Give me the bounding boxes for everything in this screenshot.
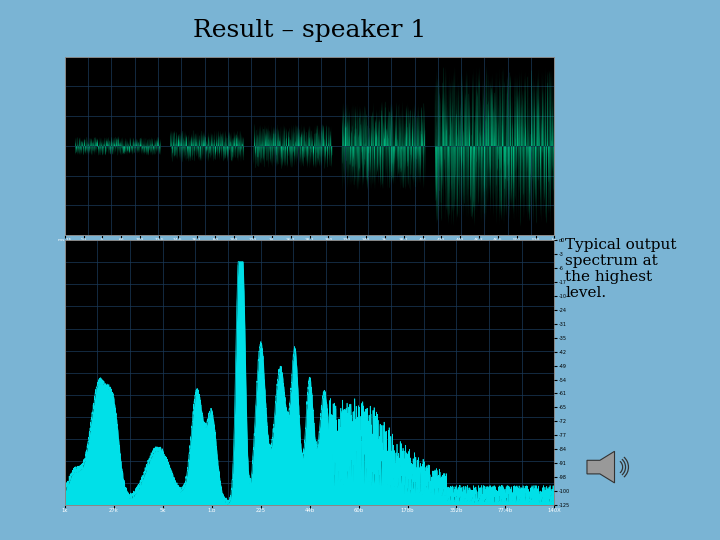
Polygon shape — [587, 451, 615, 483]
Text: Result – speaker 1: Result – speaker 1 — [193, 19, 426, 42]
Text: Typical output
spectrum at
the highest
level.: Typical output spectrum at the highest l… — [565, 238, 677, 300]
